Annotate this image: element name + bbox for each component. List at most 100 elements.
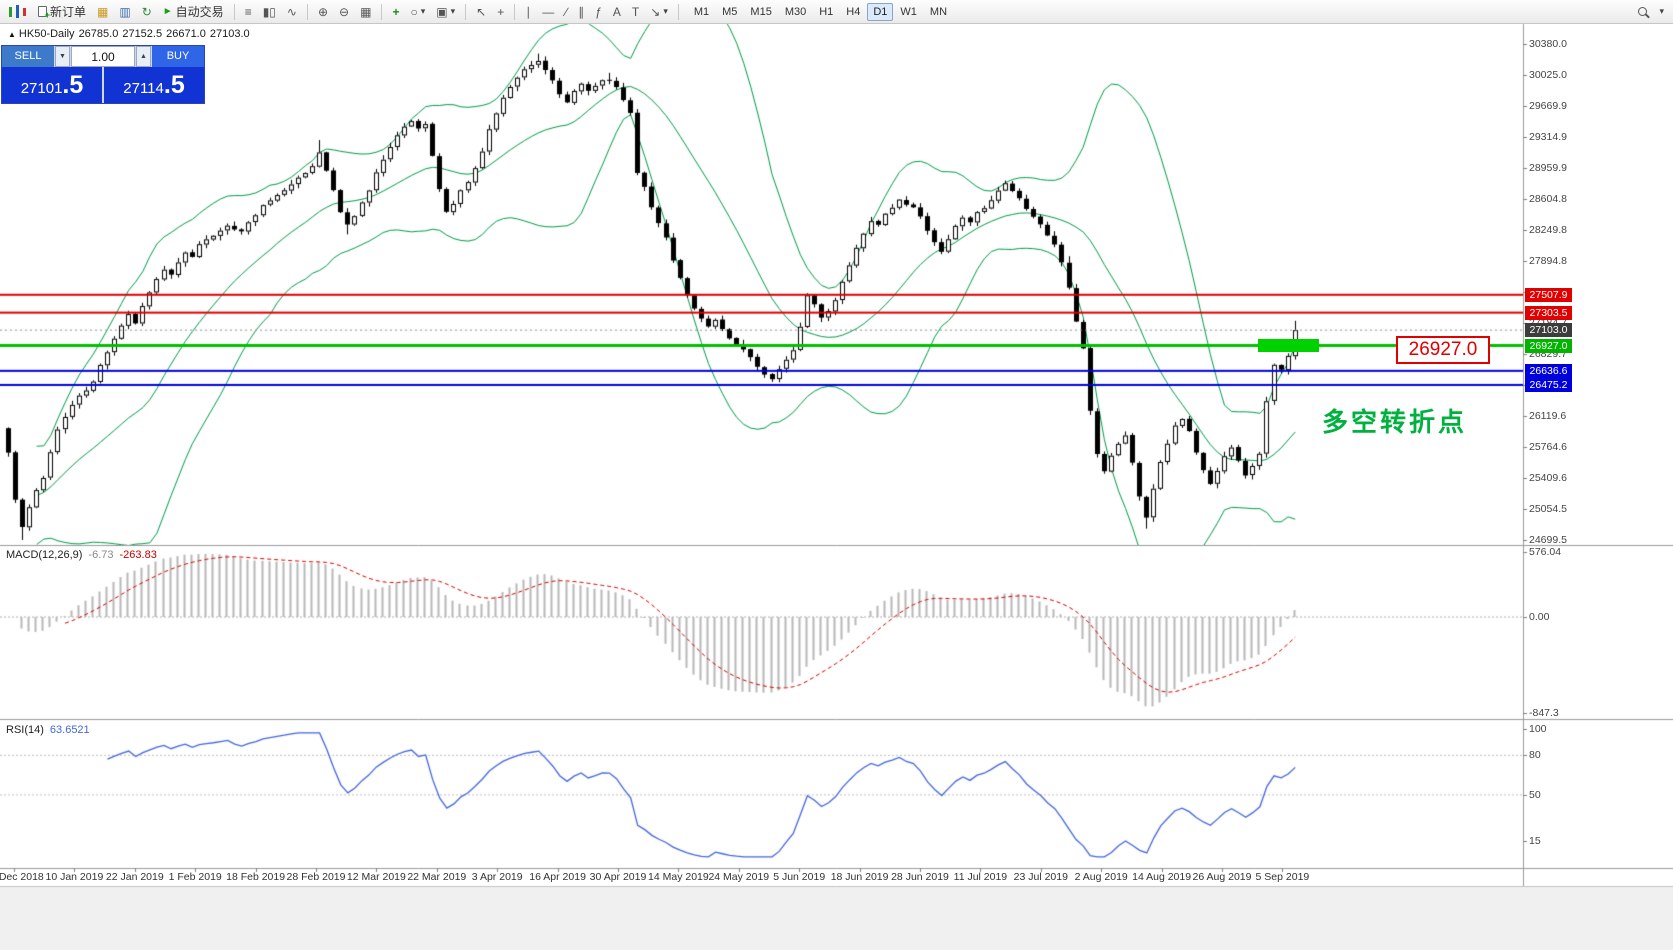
app-icon (4, 2, 32, 22)
periods-button[interactable]: ○ ▾ (405, 2, 430, 22)
search-button[interactable] (1633, 2, 1652, 22)
ohlc-high: 27152.5 (122, 28, 163, 40)
templates-button[interactable]: ▣ ▾ (431, 2, 460, 22)
toolbar-separator (233, 3, 235, 20)
text-tool-button[interactable]: A (608, 2, 626, 22)
zoom-out-button[interactable]: ⊖ (334, 2, 354, 22)
chevron-down-icon: ▾ (420, 6, 426, 16)
one-click-trading-panel: SELL ▼ ▲ BUY 27101.5 27114.5 (1, 45, 205, 104)
volume-increase-button[interactable]: ▲ (136, 46, 151, 67)
line-chart-button[interactable]: ∿ (282, 2, 302, 22)
text-label-tool-button[interactable]: T (627, 2, 644, 22)
buy-button[interactable]: BUY (152, 46, 204, 67)
rsi-header: RSI(14) 63.6521 (6, 724, 90, 736)
market-watch-icon: ▦ (97, 4, 109, 19)
zoom-out-icon: ⊖ (339, 4, 350, 19)
chevron-down-icon: ▾ (1659, 6, 1664, 16)
trendline-icon: ∕ (565, 4, 568, 19)
timeframe-button-m30[interactable]: M30 (779, 3, 812, 21)
text-label-icon: T (631, 4, 640, 19)
arrows-tool-button[interactable]: ↘ ▾ (645, 2, 673, 22)
buy-price-big-digit: .5 (163, 71, 185, 99)
trade-panel-top-row: SELL ▼ ▲ BUY (2, 46, 204, 67)
rsi-label: RSI(14) (6, 724, 44, 736)
fibonacci-tool-button[interactable]: ƒ (590, 2, 607, 22)
chevron-down-icon: ▾ (450, 6, 456, 16)
candlestick-chart-icon: ▮▯ (262, 4, 276, 19)
toolbar-separator (514, 3, 516, 20)
line-chart-icon: ∿ (286, 4, 297, 19)
crosshair-icon: + (497, 4, 505, 19)
timeframe-toolbar: M1 M5 M15 M30 H1 H4 D1 W1 MN (688, 2, 953, 21)
cursor-tool-button[interactable]: ↖ (471, 2, 491, 22)
data-window-button[interactable]: ▥ (114, 2, 135, 22)
timeframe-button-mn[interactable]: MN (924, 3, 953, 21)
channel-tool-button[interactable]: ∥ (573, 2, 589, 22)
trade-panel-price-row: 27101.5 27114.5 (2, 67, 204, 103)
toolbar-separator (465, 3, 467, 20)
bars-chart-icon: ≡ (244, 4, 252, 19)
arrow-icon: ↘ (650, 4, 661, 19)
crosshair-tool-button[interactable]: + (492, 2, 509, 22)
navigator-button[interactable]: ↻ (137, 2, 157, 22)
text-icon: A (612, 4, 621, 19)
macd-main-value: -6.73 (88, 549, 114, 561)
sell-price: 27101 (20, 80, 63, 97)
timeframe-button-d1[interactable]: D1 (867, 2, 894, 21)
new-order-button[interactable]: 新订单 (33, 2, 91, 22)
autotrading-icon: ► (162, 5, 173, 17)
chevron-down-icon: ▾ (663, 6, 668, 16)
autotrading-label: 自动交易 (175, 4, 224, 19)
chart-shift-marker: ▲ (8, 30, 16, 39)
periods-clock-icon: ○ (410, 4, 418, 19)
toolbar-expand-button[interactable]: ▾ (1654, 2, 1669, 22)
sell-price-big-digit: .5 (62, 71, 84, 99)
toolbar-separator (381, 3, 383, 20)
macd-header: MACD(12,26,9) -6.73 -263.83 (6, 549, 157, 561)
toolbar-right-group: ▾ (1633, 2, 1669, 22)
ohlc-low: 26671.0 (166, 28, 206, 40)
toolbar-separator (677, 3, 679, 20)
market-watch-button[interactable]: ▦ (92, 2, 113, 22)
volume-input[interactable] (71, 46, 135, 67)
autotrading-button[interactable]: ► 自动交易 (158, 2, 229, 22)
trendline-tool-button[interactable]: ∕ (560, 2, 572, 22)
buy-price-tile[interactable]: 27114.5 (104, 67, 204, 103)
volume-decrease-button[interactable]: ▼ (55, 46, 70, 67)
search-icon (1638, 7, 1648, 16)
bars-chart-button[interactable]: ≡ (240, 2, 257, 22)
data-window-icon: ▥ (119, 4, 131, 19)
horizontal-line-tool-button[interactable]: ― (537, 2, 559, 22)
tile-windows-button[interactable]: ▦ (355, 2, 376, 22)
timeframe-button-w1[interactable]: W1 (894, 3, 923, 21)
zoom-in-button[interactable]: ⊕ (313, 2, 333, 22)
timeframe-button-m15[interactable]: M15 (744, 3, 777, 21)
candlestick-chart-button[interactable]: ▮▯ (258, 2, 281, 22)
timeframe-button-h4[interactable]: H4 (840, 3, 866, 21)
new-order-icon (38, 6, 50, 20)
new-order-label: 新订单 (50, 4, 87, 19)
sell-button[interactable]: SELL (2, 46, 54, 67)
tile-windows-icon: ▦ (360, 4, 372, 19)
annotation-text[interactable]: 多空转折点 (1322, 407, 1468, 437)
timeframe-button-m5[interactable]: M5 (716, 3, 743, 21)
indicators-button[interactable]: + (387, 2, 404, 22)
indicators-icon: + (392, 4, 400, 19)
vertical-line-tool-button[interactable]: ∣ (520, 2, 536, 22)
timeframe-button-h1[interactable]: H1 (813, 3, 839, 21)
toolbar: 新订单 ▦ ▥ ↻ ► 自动交易 ≡ ▮▯ ∿ ⊕ ⊖ ▦ + ○▾ ▣▾ ↖ … (0, 0, 1673, 24)
fibonacci-icon: ƒ (595, 4, 602, 19)
macd-label: MACD(12,26,9) (6, 549, 83, 561)
green-highlight-box[interactable] (1258, 339, 1319, 352)
horizontal-line-icon: ― (542, 4, 555, 19)
price-callout-label[interactable]: 26927.0 (1396, 336, 1490, 364)
sell-price-tile[interactable]: 27101.5 (2, 67, 102, 103)
templates-icon: ▣ (436, 4, 448, 19)
chart-symbol-period: HK50-Daily (18, 28, 75, 40)
vertical-line-icon: ∣ (525, 4, 532, 19)
zoom-in-icon: ⊕ (317, 4, 329, 19)
macd-signal-value: -263.83 (119, 549, 157, 561)
timeframe-button-m1[interactable]: M1 (688, 3, 715, 21)
